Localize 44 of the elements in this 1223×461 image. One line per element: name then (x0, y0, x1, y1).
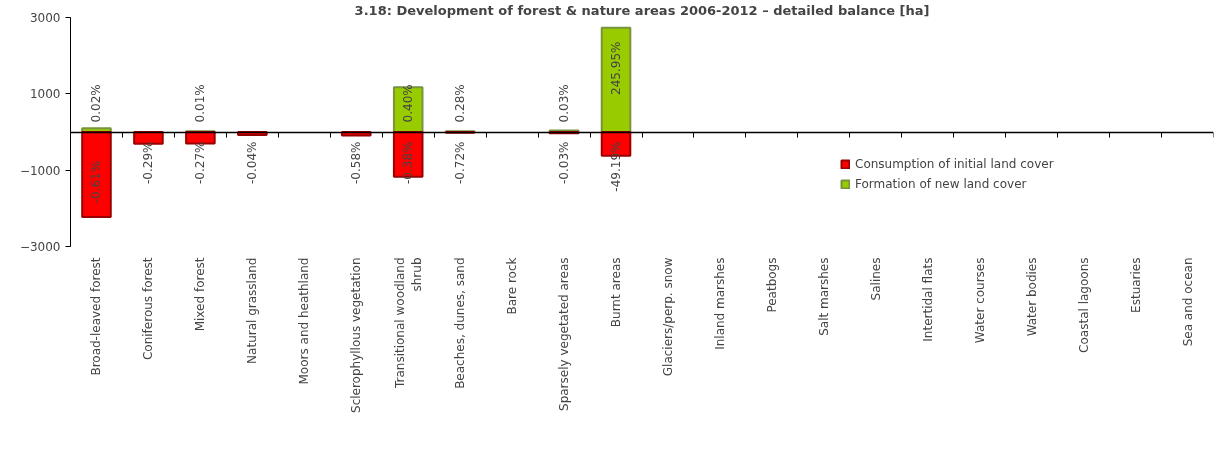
x-tick-label: Mixed forest (193, 257, 208, 332)
x-tick-label: Beaches, dunes, sand (453, 257, 468, 389)
x-tick-label: Water courses (972, 257, 987, 344)
chart-title: 3.18: Development of forest & nature areas 2006-2012 – detailed balance [ha] (354, 2, 930, 18)
x-tick-label: Sea and ocean (1180, 257, 1195, 347)
x-tick-label: Broad-leaved forest (89, 257, 104, 376)
legend-label: Consumption of initial land cover (855, 157, 1054, 171)
x-tick-label: Water bodies (1024, 257, 1039, 337)
y-tick-label: −1000 (19, 163, 61, 178)
annotation: -0.03% (557, 141, 572, 184)
x-tick-label: Moors and heathland (297, 257, 312, 385)
annotation: -0.58% (349, 141, 364, 184)
y-tick-label: 3000 (29, 11, 61, 25)
x-tick-label: Burnt areas (609, 257, 624, 328)
x-tick-label: Transitional woodland shrub (392, 257, 424, 390)
x-tick-label: Intertidal flats (920, 257, 935, 342)
annotation: 0.03% (557, 84, 572, 123)
x-tick-label: Sparsely vegetated areas (557, 257, 572, 411)
x-tick-label: Inland marshes (712, 257, 727, 350)
annotation: 0.01% (193, 84, 208, 123)
x-tick-label: Salines (868, 257, 883, 301)
x-tick-label: Coniferous forest (141, 257, 156, 361)
annotation: -0.72% (453, 141, 468, 184)
x-tick-label: Bare rock (505, 257, 520, 315)
x-tick-label: Peatbogs (764, 257, 779, 313)
y-tick-label: −3000 (19, 240, 61, 254)
annotation: 245.95% (609, 41, 624, 95)
annotation: 0.02% (89, 84, 104, 123)
annotation: -49.19% (609, 141, 624, 192)
annotation: -0.38% (401, 141, 416, 184)
annotation: -0.61% (89, 160, 104, 204)
y-tick-label: 1000 (29, 87, 61, 102)
annotation: 0.40% (401, 84, 416, 123)
x-tick-label: Natural grassland (245, 257, 260, 364)
x-tick-label: Salt marshes (816, 257, 831, 336)
annotation: -0.29% (141, 141, 156, 184)
x-tick-label: Coastal lagoons (1076, 257, 1091, 353)
annotation: 0.28% (453, 84, 468, 123)
x-tick-label: Sclerophyllous vegetation (349, 257, 364, 413)
x-tick-label: Estuaries (1128, 257, 1143, 313)
annotation: -0.04% (245, 141, 260, 184)
x-tick-label: Glaciers/perp. snow (660, 257, 675, 377)
legend-label: Formation of new land cover (855, 177, 1027, 191)
annotation: -0.27% (193, 141, 208, 184)
